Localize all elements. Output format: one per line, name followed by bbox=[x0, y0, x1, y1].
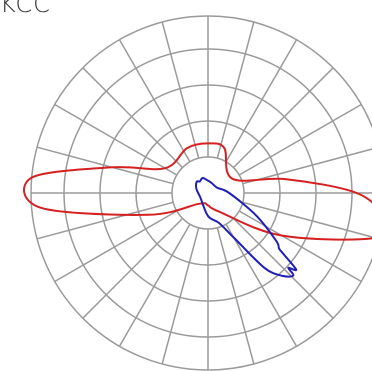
polar-grid bbox=[30, 15, 372, 371]
grid-spoke-14 bbox=[161, 227, 200, 365]
grid-spoke-8 bbox=[242, 201, 372, 238]
grid-spoke-17 bbox=[54, 210, 178, 283]
grid-spoke-12 bbox=[216, 227, 255, 365]
grid-spoke-11 bbox=[225, 223, 298, 347]
grid-spoke-5 bbox=[238, 103, 362, 176]
grid-spoke-10 bbox=[232, 217, 334, 319]
grid-spoke-6 bbox=[242, 148, 372, 185]
grid-spoke-2 bbox=[216, 21, 255, 159]
grid-spoke-22 bbox=[82, 67, 184, 169]
grid-spoke-16 bbox=[82, 217, 184, 319]
grid-spoke-20 bbox=[36, 146, 174, 185]
chart-title: KCC bbox=[0, 0, 51, 18]
grid-spoke-18 bbox=[36, 201, 174, 240]
grid-spoke-15 bbox=[118, 223, 191, 347]
polar-series bbox=[23, 142, 372, 278]
grid-spoke-4 bbox=[232, 67, 334, 169]
grid-spoke-21 bbox=[54, 103, 178, 176]
grid-spoke-9 bbox=[238, 210, 362, 283]
series-line-2 bbox=[195, 177, 298, 278]
grid-spoke-24 bbox=[161, 21, 200, 159]
grid-spoke-3 bbox=[225, 39, 298, 163]
grid-spoke-23 bbox=[118, 39, 191, 163]
series-line-1 bbox=[23, 142, 372, 241]
